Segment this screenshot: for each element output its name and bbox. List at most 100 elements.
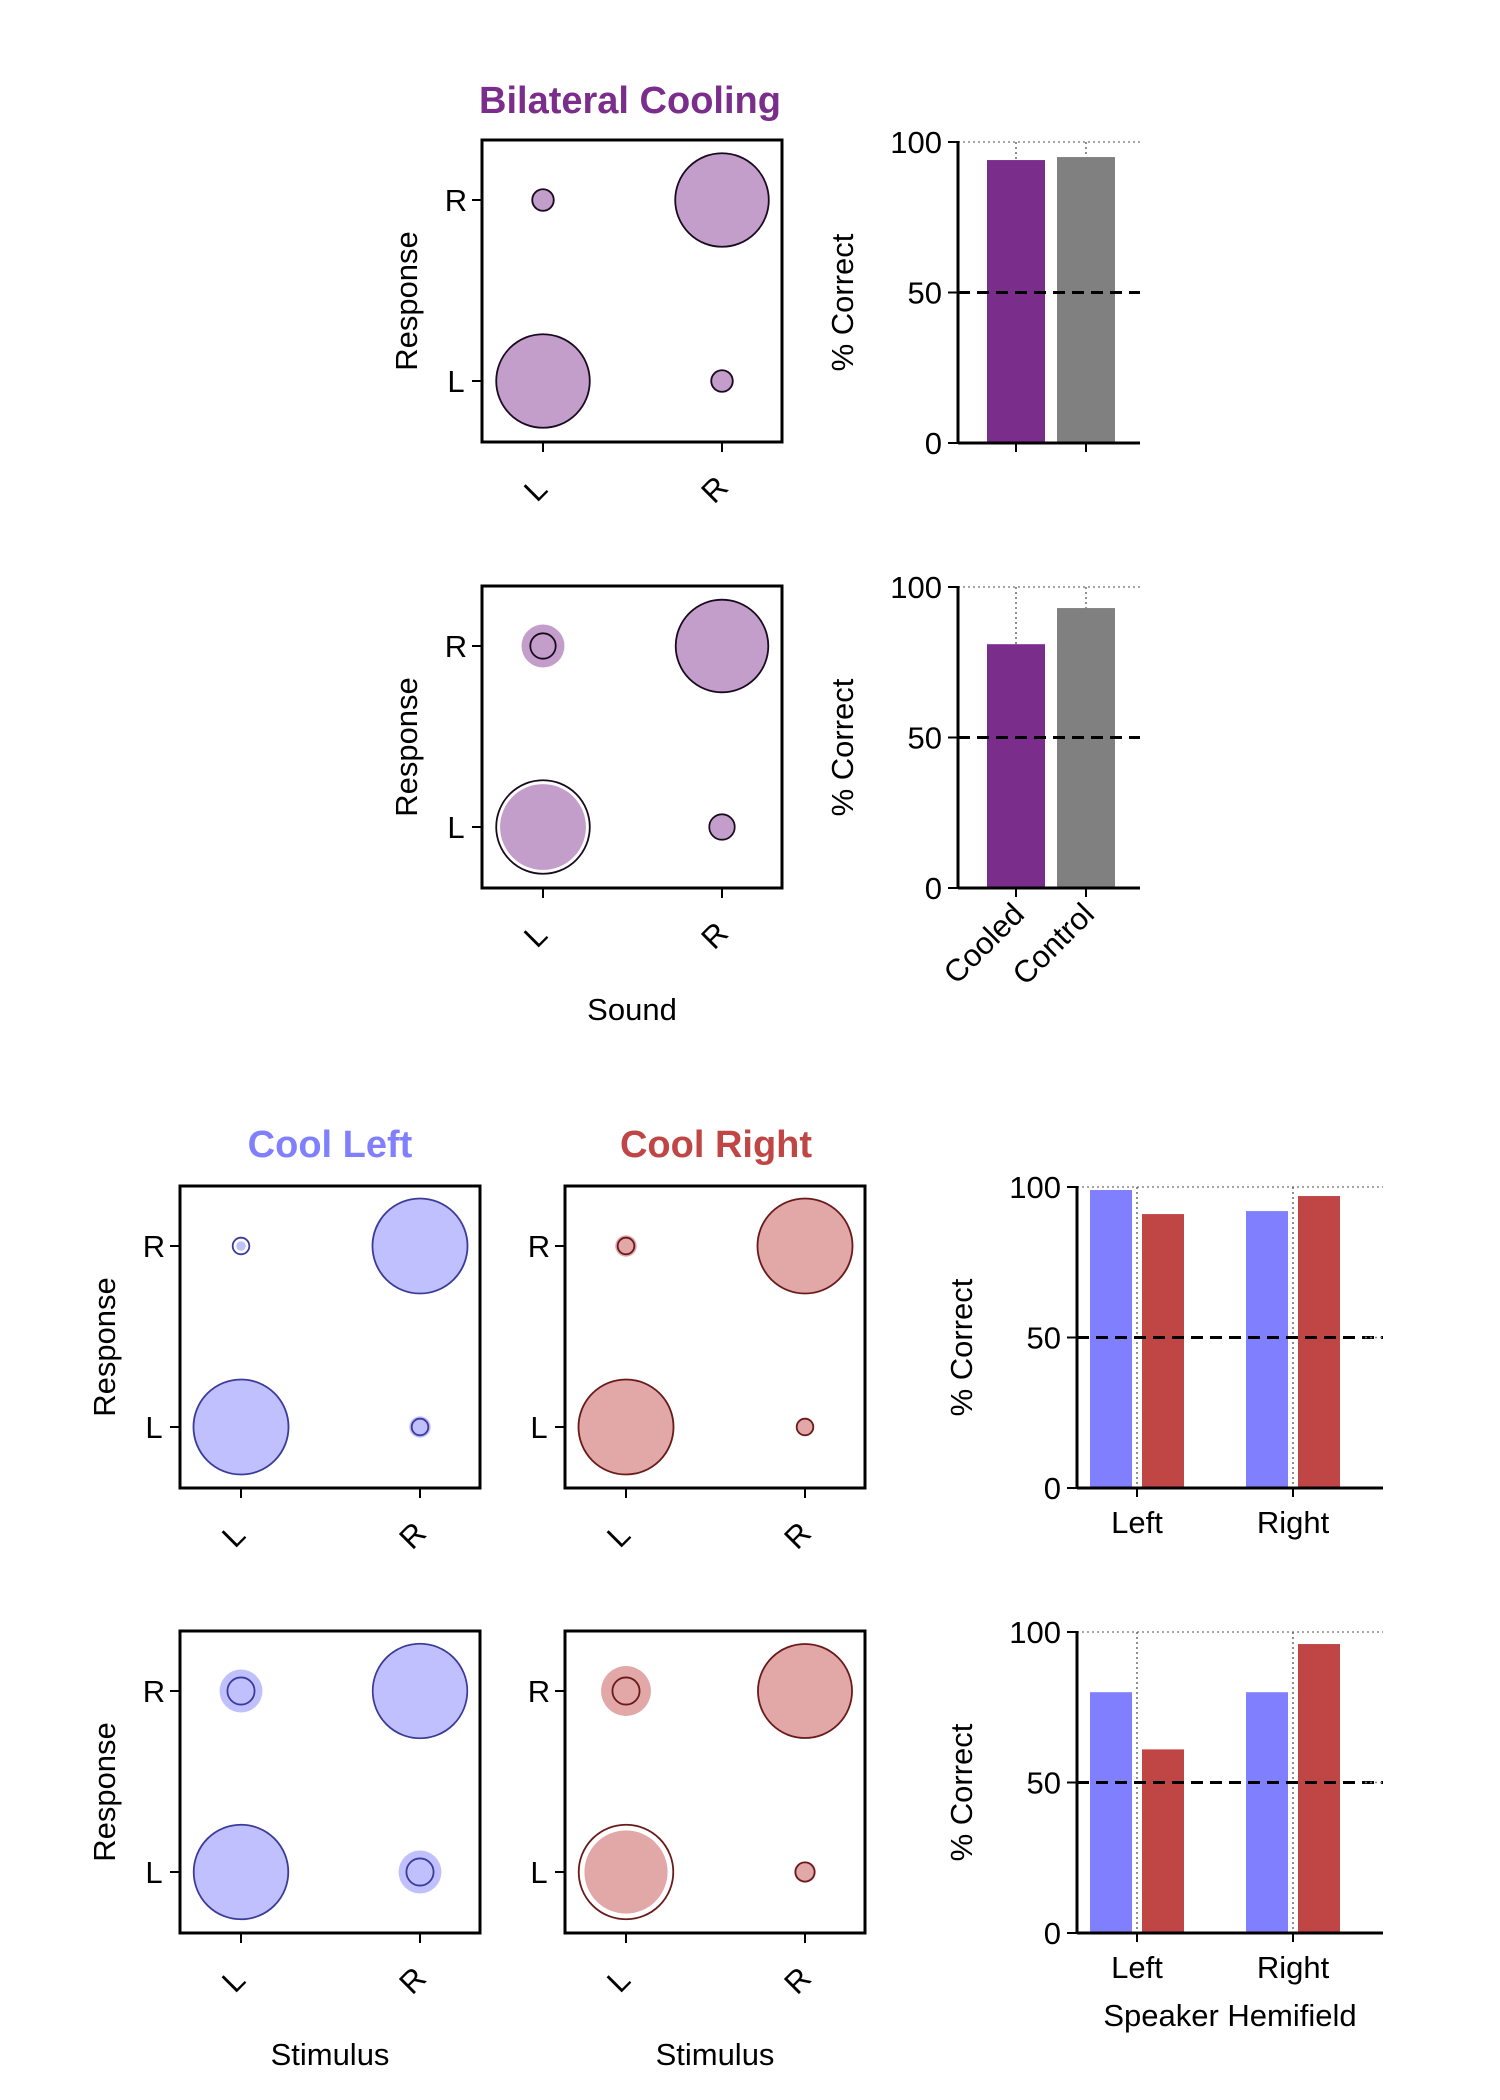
cool-right-bubble-2-cooled-bubble bbox=[757, 1643, 853, 1739]
bilateral-bubble-1-control-bubble bbox=[674, 152, 770, 248]
bilateral-bubble-1-control-bubble bbox=[710, 369, 734, 393]
cool-right-bubble-1-cooled-bubble bbox=[757, 1198, 853, 1294]
cool-right-bubble-1-cooled-bubble bbox=[796, 1418, 814, 1436]
cool-left-bubble-2-xtick-label: R bbox=[392, 1960, 433, 2001]
cool-right-bubble-1-xtick-label: R bbox=[777, 1515, 818, 1556]
hemifield-bar-1-bar bbox=[1246, 1211, 1288, 1488]
bilateral-bar-2-bar bbox=[1057, 608, 1115, 888]
cool-left-bubble-1-frame bbox=[178, 1184, 482, 1490]
hemifield-bar-2-ytick-label: 100 bbox=[1009, 1615, 1061, 1650]
hemifield-bar-2-category-label: Right bbox=[1257, 1950, 1330, 1985]
bilateral-bubble-2-ytick-label: L bbox=[447, 810, 464, 845]
hemifield-bar-1-ytick-label: 0 bbox=[1044, 1471, 1061, 1506]
cool-left-bubble-1-control-bubble bbox=[410, 1417, 430, 1437]
bilateral-bubble-2-cooled-bubble bbox=[710, 815, 734, 839]
hemifield-bar-1-bar bbox=[1298, 1196, 1340, 1488]
bilateral-bubble-2-control-bubble bbox=[674, 598, 770, 694]
bilateral-bubble-2-frame bbox=[480, 584, 784, 890]
cool-left-bubble-2-control-bubble bbox=[405, 1857, 435, 1887]
cool-right-bubble-1-control-bubble bbox=[577, 1378, 675, 1476]
cool-left-bubble-2-ytick-label: L bbox=[145, 1855, 162, 1890]
title-bilateral-cooling: Bilateral Cooling bbox=[479, 80, 781, 122]
bilateral-bubble-2-control-bubble bbox=[529, 632, 557, 660]
bilateral-bubble-1-ylabel: Response bbox=[389, 231, 424, 371]
cool-left-bubble-2-ytick-label: R bbox=[143, 1674, 165, 1709]
cool-left-bubble-2-cooled-bubble bbox=[194, 1825, 288, 1919]
cool-right-bubble-2-control-bubble bbox=[794, 1861, 816, 1883]
hemifield-bar-1-category-label: Right bbox=[1257, 1505, 1330, 1540]
hemifield-bar-2-ytick-label: 0 bbox=[1044, 1916, 1061, 1951]
cool-left-bubble-2-frame bbox=[178, 1629, 482, 1935]
bilateral-bubble-1-cooled-bubble bbox=[710, 369, 734, 393]
cool-right-bubble-1-control-bubble bbox=[616, 1236, 636, 1256]
cool-left-bubble-1-xtick-label: R bbox=[392, 1515, 433, 1556]
bilateral-bar-2-ylabel: % Correct bbox=[825, 678, 860, 816]
cool-left-bubble-2-xtick-label: L bbox=[215, 1962, 252, 1999]
bilateral-bubble-1-xtick-label: L bbox=[517, 471, 554, 508]
cool-left-bubble-2-control-bubble bbox=[371, 1642, 469, 1740]
hemifield-bar-1-ylabel: % Correct bbox=[944, 1278, 979, 1416]
hemifield-bar-2-ylabel: % Correct bbox=[944, 1723, 979, 1861]
bilateral-bubble-1-cooled-bubble bbox=[675, 153, 769, 247]
bilateral-bubble-2-xlabel: Sound bbox=[587, 992, 677, 1027]
cool-right-bubble-2-cooled-bubble bbox=[601, 1666, 651, 1716]
bilateral-bubble-2-ylabel: Response bbox=[389, 677, 424, 817]
cool-right-bubble-2-control-bubble bbox=[611, 1676, 641, 1706]
bilateral-bubble-2-xtick-label: R bbox=[694, 915, 735, 956]
bilateral-bubble-1-xtick-label: R bbox=[694, 469, 735, 510]
cool-right-bubble-2-cooled-bubble bbox=[794, 1861, 816, 1883]
cool-left-bubble-1-cooled-bubble bbox=[193, 1379, 289, 1475]
cool-right-bubble-1-control-bubble bbox=[795, 1417, 815, 1437]
bilateral-bar-2-ytick-label: 0 bbox=[925, 871, 942, 906]
cool-right-bubble-2-control-bubble bbox=[757, 1643, 853, 1739]
cool-left-bubble-1-cooled-bubble bbox=[236, 1241, 246, 1251]
cool-right-bubble-2-frame bbox=[563, 1629, 867, 1935]
hemifield-bar-2-bar bbox=[1142, 1749, 1184, 1933]
cool-right-bubble-2-xtick-label: R bbox=[777, 1960, 818, 2001]
cool-right-bubble-2-cooled-bubble bbox=[584, 1830, 668, 1914]
hemifield-bar-1-ytick-label: 100 bbox=[1009, 1170, 1061, 1205]
hemifield-bar-1-bar bbox=[1142, 1214, 1184, 1488]
cool-right-bubble-2-ytick-label: R bbox=[528, 1674, 550, 1709]
cool-right-bubble-1-frame bbox=[563, 1184, 867, 1490]
cool-right-bubble-1-control-bubble bbox=[756, 1197, 854, 1295]
bilateral-bubble-2-xtick-label: L bbox=[517, 917, 554, 954]
bilateral-bubble-2-cooled-bubble bbox=[675, 599, 769, 693]
bilateral-bar-1-bar bbox=[987, 160, 1045, 443]
bilateral-bubble-2-control-bubble bbox=[708, 813, 736, 841]
cool-right-bubble-1-xtick-label: L bbox=[600, 1517, 637, 1554]
bilateral-bubble-2-cooled-bubble bbox=[500, 784, 586, 870]
bilateral-bubble-1-ytick-label: R bbox=[445, 183, 467, 218]
title-cool-right: Cool Right bbox=[620, 1124, 812, 1166]
cool-left-bubble-2-xlabel: Stimulus bbox=[271, 2037, 390, 2072]
bilateral-bar-2-ytick-label: 50 bbox=[908, 721, 942, 756]
cool-left-bubble-1-xtick-label: L bbox=[215, 1517, 252, 1554]
cool-left-bubble-1-control-bubble bbox=[231, 1236, 251, 1256]
hemifield-bar-2-bar bbox=[1298, 1644, 1340, 1933]
hemifield-bar-2-bar bbox=[1246, 1692, 1288, 1933]
hemifield-bar-1-category-label: Left bbox=[1111, 1505, 1163, 1540]
cool-left-bubble-1-control-bubble bbox=[371, 1197, 469, 1295]
bilateral-bubble-1-frame bbox=[480, 138, 784, 444]
bilateral-bubble-2-ytick-label: R bbox=[445, 629, 467, 664]
hemifield-bar-2-ytick-label: 50 bbox=[1027, 1766, 1061, 1801]
bilateral-bubble-1-cooled-bubble bbox=[531, 188, 555, 212]
cool-left-bubble-2-control-bubble bbox=[226, 1676, 256, 1706]
cool-left-bubble-1-control-bubble bbox=[192, 1378, 290, 1476]
hemifield-bar-2-xlabel: Speaker Hemifield bbox=[1103, 1998, 1356, 2033]
cool-left-bubble-1-ytick-label: R bbox=[143, 1229, 165, 1264]
cool-left-bubble-1-ylabel: Response bbox=[87, 1277, 122, 1417]
cool-left-bubble-1-cooled-bubble bbox=[372, 1198, 468, 1294]
bilateral-bubble-1-control-bubble bbox=[495, 333, 591, 429]
hemifield-bar-2-category-label: Left bbox=[1111, 1950, 1163, 1985]
cool-right-bubble-2-ytick-label: L bbox=[530, 1855, 547, 1890]
cool-left-bubble-2-ylabel: Response bbox=[87, 1722, 122, 1862]
cool-left-bubble-2-cooled-bubble bbox=[398, 1850, 442, 1894]
bilateral-bubble-2-control-bubble bbox=[495, 779, 591, 875]
hemifield-bar-1-bar bbox=[1090, 1190, 1132, 1488]
cool-right-bubble-2-xlabel: Stimulus bbox=[656, 2037, 775, 2072]
bilateral-bar-1-ytick-label: 50 bbox=[908, 276, 942, 311]
bilateral-bubble-1-ytick-label: L bbox=[447, 364, 464, 399]
bilateral-bubble-2-cooled-bubble bbox=[521, 624, 565, 668]
cool-right-bubble-1-ytick-label: L bbox=[530, 1410, 547, 1445]
